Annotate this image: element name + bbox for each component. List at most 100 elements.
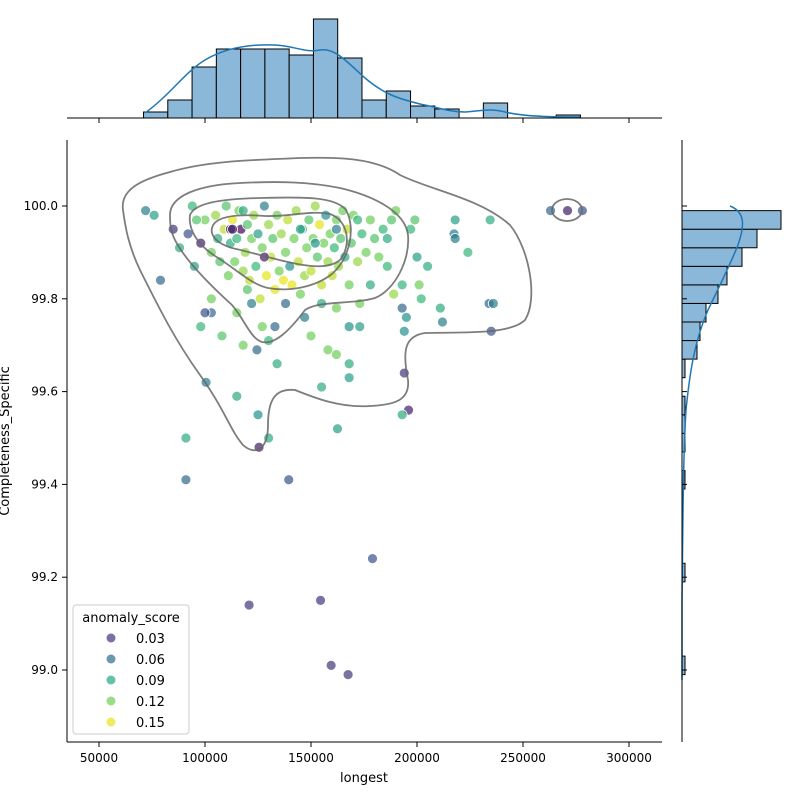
scatter-point bbox=[301, 242, 313, 254]
scatter-point bbox=[311, 251, 323, 263]
scatter-point bbox=[332, 423, 343, 435]
scatter-point bbox=[335, 233, 347, 244]
y-tick-label: 99.0 bbox=[31, 663, 58, 677]
legend-marker bbox=[106, 654, 116, 664]
scatter-point bbox=[216, 330, 228, 342]
legend-label: 0.15 bbox=[136, 716, 165, 731]
legend-label: 0.09 bbox=[136, 674, 165, 689]
legend: anomaly_score 0.03 0.06 0.09 0.12 0.15 bbox=[72, 604, 190, 735]
scatter-point bbox=[309, 237, 321, 249]
scatter-point bbox=[381, 260, 393, 272]
scatter-point bbox=[155, 274, 166, 286]
kde-line-x bbox=[144, 44, 581, 118]
scatter-point bbox=[241, 219, 253, 230]
scatter-point bbox=[354, 321, 366, 333]
scatter-point bbox=[396, 279, 408, 291]
scatter-point bbox=[364, 214, 376, 226]
scatter-point bbox=[373, 251, 385, 263]
x-tick-label: 300000 bbox=[606, 751, 652, 765]
scatter-point bbox=[396, 302, 408, 314]
scatter-point bbox=[256, 321, 268, 333]
scatter-point bbox=[322, 344, 334, 356]
scatter-point bbox=[367, 553, 378, 565]
scatter-point bbox=[261, 270, 272, 282]
scatter-point bbox=[449, 233, 461, 244]
histogram-bar bbox=[288, 54, 314, 119]
scatter-point bbox=[343, 279, 355, 291]
scatter-point bbox=[286, 279, 298, 291]
legend-box bbox=[72, 604, 190, 735]
scatter-point bbox=[263, 219, 275, 230]
marginal-y-histogram bbox=[681, 205, 782, 680]
scatter-point bbox=[283, 474, 295, 486]
scatter-point bbox=[386, 214, 397, 226]
scatter-point bbox=[250, 260, 262, 272]
scatter-point bbox=[288, 233, 300, 244]
scatter-point bbox=[316, 381, 328, 393]
scatter-point bbox=[237, 205, 249, 217]
histogram-bar bbox=[337, 57, 363, 119]
scatter-point bbox=[343, 372, 355, 384]
y-tick-label: 99.8 bbox=[31, 292, 58, 306]
histogram-bar bbox=[681, 321, 701, 342]
scatter-point bbox=[222, 270, 234, 282]
legend-label: 0.06 bbox=[136, 653, 165, 668]
scatter-point bbox=[237, 265, 249, 277]
scatter-point bbox=[271, 358, 283, 370]
legend-marker bbox=[106, 696, 116, 706]
scatter-point bbox=[231, 233, 243, 244]
x-tick-label: 100000 bbox=[182, 751, 228, 765]
scatter-point bbox=[356, 228, 368, 240]
scatter-point bbox=[449, 214, 461, 226]
scatter-point bbox=[326, 270, 338, 282]
scatter-point bbox=[294, 288, 306, 300]
scatter-point bbox=[434, 302, 446, 314]
scatter-point bbox=[309, 200, 321, 212]
scatter-point bbox=[381, 233, 393, 244]
y-tick-label: 100.0 bbox=[24, 199, 58, 213]
scatter-point bbox=[251, 344, 263, 356]
kde-contours bbox=[121, 156, 583, 451]
scatter-point bbox=[331, 302, 342, 314]
scatter-point bbox=[212, 233, 224, 244]
scatter-point bbox=[396, 409, 408, 421]
histogram-bar bbox=[191, 66, 217, 119]
scatter-point bbox=[282, 214, 294, 226]
scatter-point bbox=[280, 246, 291, 258]
scatter-point bbox=[305, 330, 317, 342]
scatter-point bbox=[413, 279, 425, 291]
scatter-point bbox=[180, 474, 192, 486]
scatter-point bbox=[303, 214, 315, 226]
scatter-point bbox=[484, 214, 496, 226]
x-tick-label: 250000 bbox=[500, 751, 546, 765]
scatter-point bbox=[328, 242, 340, 254]
y-tick-label: 99.6 bbox=[31, 385, 58, 399]
kde-contour bbox=[188, 196, 352, 291]
histogram-bar bbox=[681, 265, 728, 286]
scatter-point bbox=[195, 321, 207, 333]
scatter-point bbox=[267, 233, 279, 244]
scatter-points bbox=[140, 200, 588, 681]
scatter-point bbox=[352, 214, 364, 226]
x-tick-label: 150000 bbox=[288, 751, 334, 765]
scatter-point bbox=[314, 219, 325, 230]
scatter-point bbox=[167, 223, 179, 235]
scatter-point bbox=[411, 251, 423, 263]
marginal-x-histogram bbox=[143, 18, 581, 119]
x-axis-label: longest bbox=[340, 771, 388, 786]
kde-contour bbox=[121, 156, 533, 451]
scatter-point bbox=[331, 223, 342, 235]
scatter-point bbox=[390, 205, 402, 217]
scatter-point bbox=[243, 599, 255, 611]
legend-label: 0.03 bbox=[136, 632, 165, 647]
scatter-point bbox=[352, 256, 364, 268]
scatter-point bbox=[398, 325, 410, 337]
histogram-bar bbox=[215, 48, 242, 119]
scatter-point bbox=[227, 223, 238, 235]
scatter-point bbox=[377, 223, 389, 235]
y-tick-label: 99.4 bbox=[31, 477, 58, 491]
scatter-point bbox=[437, 316, 448, 328]
scatter-point bbox=[294, 223, 306, 235]
